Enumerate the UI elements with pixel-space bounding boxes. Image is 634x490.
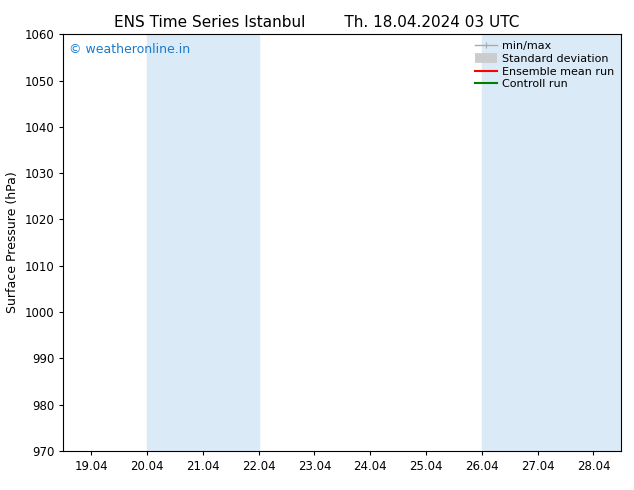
Text: © weatheronline.in: © weatheronline.in [69, 43, 190, 56]
Text: ENS Time Series Istanbul        Th. 18.04.2024 03 UTC: ENS Time Series Istanbul Th. 18.04.2024 … [114, 15, 520, 30]
Y-axis label: Surface Pressure (hPa): Surface Pressure (hPa) [6, 172, 19, 314]
Bar [147, 34, 259, 451]
Legend: min/max, Standard deviation, Ensemble mean run, Controll run: min/max, Standard deviation, Ensemble me… [471, 38, 618, 93]
Bar [482, 34, 621, 451]
